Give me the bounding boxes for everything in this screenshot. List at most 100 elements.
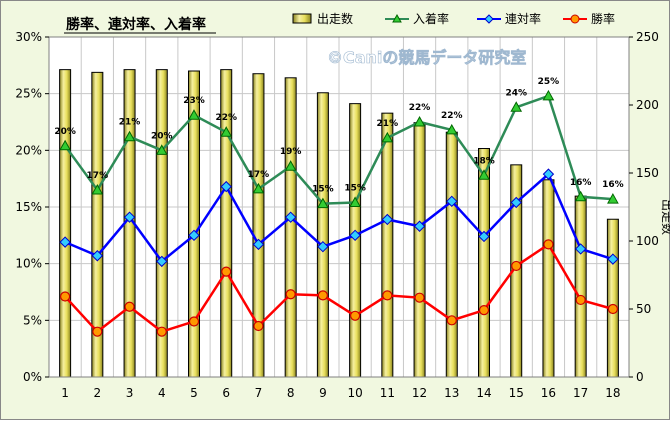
watermark: ©Caniの競馬データ研究室: [327, 48, 526, 67]
data-label: 18%: [473, 156, 495, 166]
marker-show-rate: [413, 115, 426, 127]
bar-starts-16: [542, 179, 555, 378]
bar-starts-14: [478, 148, 490, 378]
x-tick-label: 11: [380, 386, 395, 400]
y-left-tick-label: 30%: [15, 30, 42, 44]
x-tick-label: 10: [347, 386, 362, 400]
marker-place-rate: [413, 220, 426, 232]
x-tick-label: 5: [190, 386, 198, 400]
y-left-tick-label: 10%: [15, 257, 42, 271]
marker-place-rate: [123, 211, 136, 223]
marker-show-rate: [188, 109, 200, 120]
data-label: 17%: [248, 170, 270, 180]
marker-place-rate: [59, 236, 71, 248]
marker-win-rate: [188, 316, 200, 327]
legend: 出走数 入着率 連対率 勝率: [292, 11, 615, 26]
legend-marker-circle: [570, 14, 580, 24]
data-label: 24%: [505, 88, 527, 98]
marker-win-rate: [221, 266, 232, 277]
data-label: 21%: [119, 118, 141, 128]
marker-place-rate: [156, 255, 168, 268]
legend-label-bar: 出走数: [317, 11, 353, 26]
x-tick-label: 18: [605, 386, 620, 400]
y-left-tick-label: 5%: [23, 313, 42, 327]
marker-show-rate: [607, 193, 619, 204]
bar-starts-9: [316, 92, 329, 378]
marker-show-rate: [123, 130, 136, 142]
marker-place-rate: [446, 195, 458, 208]
legend-marker-triangle: [392, 13, 402, 23]
y-left-tick-label: 25%: [15, 87, 42, 101]
marker-win-rate: [543, 239, 554, 250]
x-tick-label: 14: [476, 386, 491, 400]
legend-marker-diamond: [484, 14, 494, 24]
x-tick-label: 17: [573, 386, 588, 400]
y-right-axis-label: 出走数: [660, 199, 670, 235]
marker-win-rate: [511, 260, 522, 272]
marker-place-rate: [574, 243, 587, 255]
y-right-tick-label: 150: [636, 166, 659, 180]
marker-place-rate: [478, 230, 490, 243]
data-label: 22%: [215, 113, 237, 123]
x-tick-label: 8: [287, 386, 295, 400]
data-label: 20%: [54, 127, 76, 137]
x-tick-label: 9: [319, 386, 327, 400]
series-line-0: [64, 94, 613, 205]
bar-starts-13: [445, 131, 458, 378]
chart-title: 勝率、連対率、入着率: [66, 16, 206, 33]
x-tick-label: 2: [94, 386, 102, 400]
data-label: 16%: [570, 178, 592, 188]
data-label: 15%: [312, 185, 334, 195]
bar-starts-18: [606, 218, 619, 378]
marker-win-rate: [60, 291, 71, 302]
marker-show-rate: [284, 160, 297, 171]
data-label: 25%: [538, 77, 560, 87]
marker-place-rate: [349, 229, 361, 242]
marker-win-rate: [92, 326, 103, 337]
marker-show-rate: [317, 197, 329, 209]
marker-show-rate: [59, 139, 71, 151]
marker-show-rate: [478, 169, 490, 180]
marker-place-rate: [510, 196, 522, 209]
marker-show-rate: [220, 126, 233, 137]
bar-starts-11: [381, 112, 394, 378]
y-left-tick-label: 20%: [15, 143, 42, 157]
bar-starts-7: [252, 73, 265, 378]
data-label: 22%: [441, 111, 463, 121]
marker-win-rate: [253, 320, 264, 332]
marker-win-rate: [285, 289, 296, 300]
x-tick-label: 1: [61, 386, 69, 400]
marker-show-rate: [91, 183, 104, 195]
data-label: 20%: [151, 131, 173, 141]
legend-swatch-bar: [292, 13, 312, 24]
marker-place-rate: [252, 238, 265, 251]
marker-win-rate: [317, 290, 328, 301]
marker-win-rate: [478, 305, 490, 316]
legend-label-line: 勝率: [591, 11, 615, 26]
legend-label-line: 連対率: [505, 11, 541, 26]
marker-win-rate: [156, 326, 167, 337]
x-tick-label: 4: [158, 386, 166, 400]
marker-place-rate: [317, 240, 329, 253]
x-tick-label: 16: [541, 386, 556, 400]
marker-show-rate: [542, 89, 555, 101]
x-tick-label: 6: [222, 386, 230, 400]
y-right-tick-label: 250: [636, 30, 659, 44]
series-line-1: [64, 172, 614, 264]
bar-starts-12: [413, 122, 426, 378]
marker-win-rate: [446, 315, 457, 326]
marker-place-rate: [284, 211, 297, 223]
marker-win-rate: [350, 310, 361, 321]
data-label: 22%: [409, 103, 431, 113]
bar-starts-17: [574, 195, 587, 378]
series-line-2: [64, 242, 614, 334]
data-label: 19%: [280, 147, 302, 157]
marker-place-rate: [220, 180, 232, 193]
x-tick-label: 12: [412, 386, 427, 400]
marker-place-rate: [91, 250, 104, 262]
marker-win-rate: [124, 301, 135, 312]
marker-place-rate: [188, 229, 200, 242]
marker-win-rate: [607, 303, 618, 315]
